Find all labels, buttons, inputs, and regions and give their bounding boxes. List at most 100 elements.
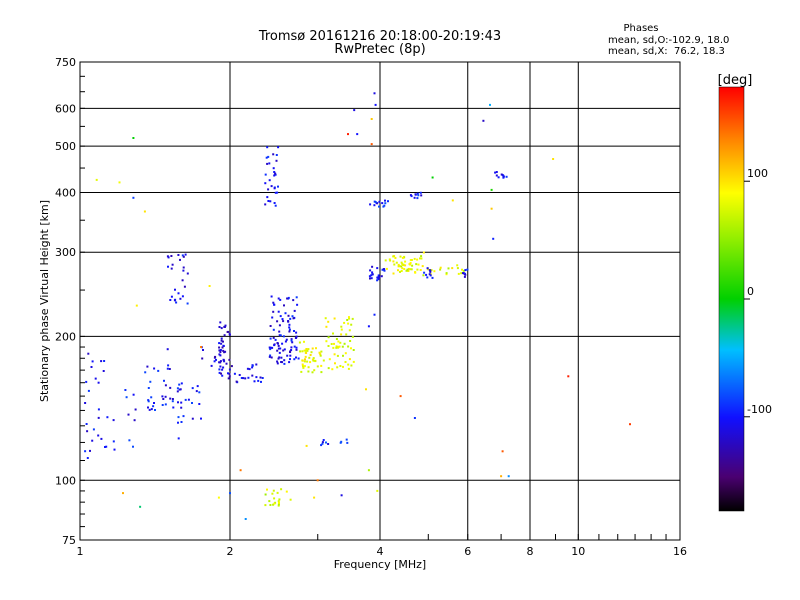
data-point [169, 299, 172, 301]
data-point [191, 387, 194, 390]
data-point [167, 364, 170, 367]
data-point [292, 299, 295, 302]
data-point [105, 445, 108, 448]
data-point [95, 178, 98, 181]
data-point [124, 389, 127, 391]
data-point [161, 395, 164, 398]
data-point [244, 377, 247, 380]
data-point [422, 274, 425, 277]
data-point [368, 275, 371, 278]
data-point [274, 172, 277, 175]
data-point [327, 320, 330, 323]
data-point [369, 269, 372, 272]
data-point [306, 360, 309, 363]
colorbar-tick-label: 0 [747, 285, 754, 298]
y-tick-label: 400 [55, 186, 76, 199]
data-point [277, 500, 280, 503]
data-point [333, 317, 336, 320]
data-point [200, 346, 203, 348]
data-point [233, 372, 236, 375]
data-point [495, 174, 498, 177]
data-point [462, 272, 464, 275]
data-point [492, 237, 495, 240]
data-point [338, 345, 341, 348]
data-point [457, 272, 460, 275]
data-point [182, 266, 185, 269]
data-point [333, 342, 335, 345]
data-point [339, 341, 342, 344]
data-point [307, 366, 310, 369]
data-point [174, 288, 176, 291]
data-point [271, 346, 274, 349]
chart-title-line2: RwPretec (8p) [334, 42, 425, 57]
data-point [463, 272, 466, 275]
data-point [314, 359, 317, 362]
data-point [307, 370, 310, 373]
data-point [218, 371, 221, 374]
data-point [552, 158, 555, 160]
data-point [351, 317, 354, 320]
data-point [429, 270, 432, 273]
data-point [311, 347, 314, 350]
data-point [309, 354, 312, 356]
data-point [289, 358, 291, 361]
data-point [218, 349, 221, 352]
data-point [332, 332, 334, 335]
data-point [222, 349, 225, 352]
data-point [392, 260, 395, 263]
y-axis: 75 100 200 300 400 500 600 750 [55, 56, 85, 547]
data-point [294, 336, 297, 339]
data-point [269, 346, 272, 349]
data-point [97, 434, 100, 437]
data-point [395, 261, 398, 264]
data-point [170, 295, 173, 298]
data-point [89, 449, 91, 452]
data-point [167, 256, 170, 259]
data-point [146, 365, 149, 368]
y-tick-label: 750 [55, 56, 76, 69]
data-point [276, 360, 279, 363]
data-point [169, 397, 172, 400]
data-point [383, 204, 386, 207]
data-point [134, 408, 137, 411]
data-point [171, 400, 174, 403]
data-point [186, 272, 189, 275]
chart-title-line1: Tromsø 20161216 20:18:00-20:19:43 [258, 29, 501, 44]
data-point [371, 271, 374, 274]
data-point [370, 118, 373, 120]
data-point [385, 267, 388, 270]
data-point [242, 377, 245, 380]
data-point [85, 423, 88, 425]
data-point [367, 469, 370, 472]
data-point [335, 345, 338, 348]
data-point [464, 269, 467, 272]
x-axis-label: Frequency [MHz] [334, 558, 426, 571]
data-point [153, 367, 156, 370]
data-point [113, 448, 116, 451]
data-point [228, 375, 231, 378]
data-point [462, 269, 465, 272]
data-point [429, 269, 432, 272]
data-point [112, 440, 115, 443]
data-point [417, 194, 420, 197]
data-point [276, 320, 279, 323]
data-point [218, 326, 221, 328]
x-axis: 1 2 4 6 8 10 16 [77, 534, 687, 558]
data-point [401, 256, 404, 259]
data-point [92, 428, 95, 431]
data-point [420, 194, 423, 197]
data-point [420, 257, 423, 260]
data-point [219, 321, 222, 324]
data-point [273, 502, 276, 505]
data-point [170, 255, 173, 257]
data-point [276, 362, 279, 365]
data-point [416, 258, 419, 261]
data-point [371, 265, 374, 268]
data-point [268, 355, 271, 358]
data-point [289, 354, 292, 357]
data-point [226, 331, 229, 333]
data-point [399, 270, 401, 273]
data-point [410, 268, 413, 271]
data-point [182, 255, 185, 258]
data-point [286, 297, 289, 300]
